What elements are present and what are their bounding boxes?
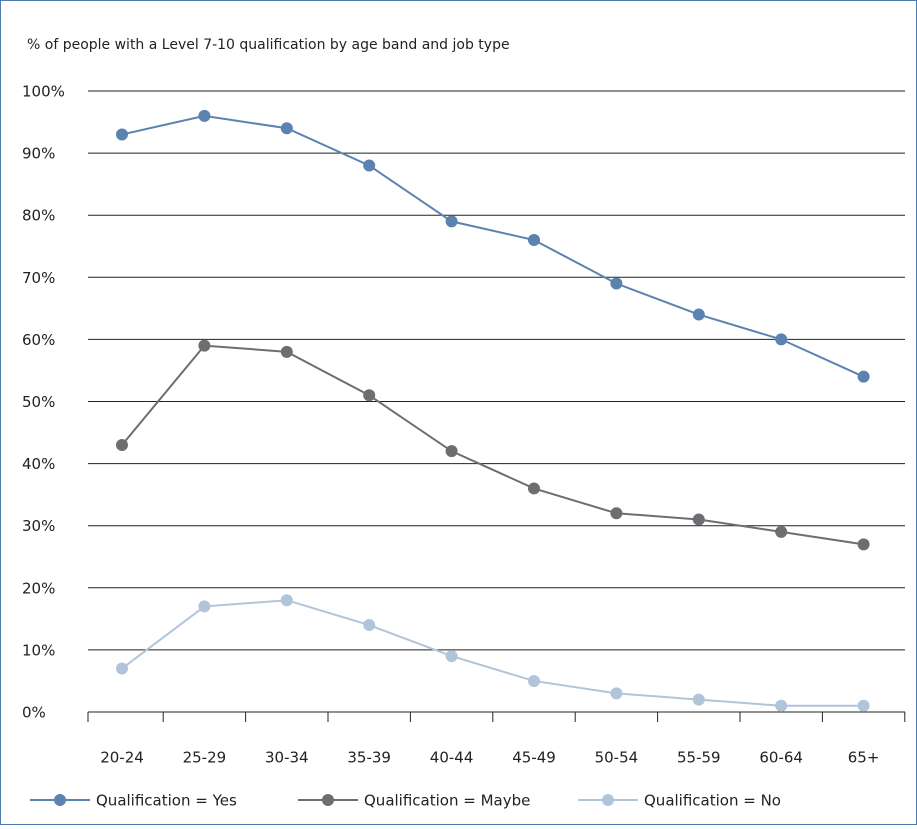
data-point (280, 345, 293, 358)
y-tick-label: 90% (22, 145, 55, 163)
data-point (363, 389, 376, 402)
data-point (116, 438, 128, 451)
x-tick-label: 25-29 (183, 749, 227, 767)
legend-label: Qualification = Yes (96, 792, 237, 810)
data-point (528, 674, 540, 687)
y-tick-label: 40% (22, 455, 55, 473)
y-tick-label: 20% (22, 579, 55, 597)
legend-marker (54, 794, 66, 806)
data-point (610, 277, 623, 290)
x-tick-label: 30-34 (265, 749, 309, 767)
legend-marker (602, 794, 614, 806)
x-tick-label: 65+ (848, 749, 880, 767)
data-point (775, 699, 788, 712)
data-point (116, 128, 128, 141)
data-point (528, 482, 540, 495)
series-line (121, 344, 864, 546)
data-point (445, 215, 458, 228)
data-point (528, 234, 540, 247)
data-point (610, 507, 623, 520)
data-point (445, 650, 458, 663)
x-tick-label: 55-59 (677, 749, 721, 767)
data-point (198, 600, 211, 613)
legend-marker (322, 794, 334, 806)
data-point (363, 159, 376, 172)
x-tick-label: 50-54 (595, 749, 639, 767)
data-point (692, 693, 705, 706)
data-point (857, 370, 870, 383)
data-point (692, 308, 705, 321)
data-point (775, 525, 788, 538)
data-point (610, 687, 623, 700)
y-tick-label: 50% (22, 393, 55, 411)
y-tick-label: 30% (22, 517, 55, 535)
data-point (198, 339, 211, 352)
x-tick-label: 45-49 (512, 749, 556, 767)
series-line (121, 599, 864, 707)
x-tick-label: 35-39 (347, 749, 391, 767)
data-point (280, 594, 293, 607)
data-point (280, 122, 293, 135)
y-tick-label: 0% (22, 704, 46, 722)
data-point (116, 662, 128, 675)
y-tick-label: 70% (22, 269, 55, 287)
y-tick-label: 100% (22, 83, 65, 101)
legend-label: Qualification = Maybe (364, 792, 530, 810)
x-tick-label: 40-44 (430, 749, 474, 767)
data-point (198, 109, 211, 122)
data-point (363, 619, 376, 632)
data-point (445, 445, 458, 458)
data-point (857, 538, 870, 551)
y-tick-label: 60% (22, 331, 55, 349)
x-tick-label: 60-64 (759, 749, 803, 767)
legend-label: Qualification = No (644, 792, 781, 810)
data-point (857, 699, 870, 712)
data-point (775, 333, 788, 346)
series-line (121, 114, 865, 378)
x-tick-label: 20-24 (100, 749, 144, 767)
y-tick-label: 80% (22, 207, 55, 225)
chart-title: % of people with a Level 7-10 qualificat… (27, 37, 510, 53)
data-point (692, 513, 705, 526)
y-tick-label: 10% (22, 641, 55, 659)
